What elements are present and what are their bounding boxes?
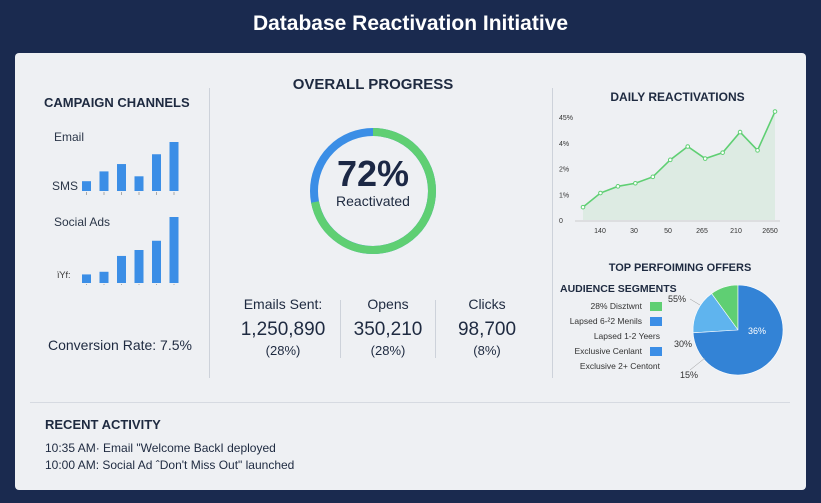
x-tick-label: 30 <box>630 228 638 235</box>
stat-label: Opens <box>367 296 409 312</box>
pie-title: TOP PERFOIMING OFFERS <box>608 262 752 274</box>
pie-slice <box>692 285 784 376</box>
stat-percent: (28%) <box>265 343 301 358</box>
daily-reactivations-chart: 0 1% 2% 4% 45% 140 30 50 265 210 2650 <box>559 109 780 235</box>
data-point <box>598 190 603 196</box>
bar <box>134 250 144 283</box>
channels-heading: CAMPAIGN CHANNELS <box>44 95 190 110</box>
divider <box>209 88 210 378</box>
channel-label: Social Ads <box>54 215 111 229</box>
legend-label: Exclusive Cenlant <box>574 346 642 356</box>
pie-subtitle: AUDIENCE SEGMENTS <box>560 283 677 295</box>
progress-heading: OVERALL PROGRESS <box>292 76 454 93</box>
progress-value: 72% <box>336 153 410 194</box>
activity-item: 10:35 AM· Email "Welcome BackI deployed <box>45 441 276 455</box>
legend-label: 28% Disztwnt <box>590 301 643 311</box>
stat-label: Emails Sent: <box>243 296 323 312</box>
pie-label: 36% <box>748 326 766 336</box>
stat-percent: (8%) <box>473 343 501 358</box>
social-bar-chart <box>82 217 179 285</box>
bar <box>152 154 161 191</box>
divider <box>340 300 341 358</box>
leader-line <box>689 357 706 371</box>
legend-swatch <box>650 347 662 356</box>
x-tick-label: 265 <box>696 228 708 235</box>
stat-percent: (28%) <box>370 343 406 358</box>
data-point <box>650 174 656 180</box>
bar <box>134 176 144 191</box>
legend-label: Exclusive 2+ Centont <box>579 361 660 371</box>
bar <box>169 142 179 191</box>
line-chart-title: DAILY REACTIVATIONS <box>610 90 745 104</box>
data-point <box>615 184 621 189</box>
legend-label: Lapsed 1-2 Yeers <box>593 331 660 341</box>
data-point <box>685 144 691 149</box>
data-point <box>633 180 638 186</box>
divider <box>552 88 553 378</box>
pie-label: 30% <box>674 339 692 349</box>
x-tick-label: 50 <box>664 228 672 235</box>
activity-heading: RECENT ACTIVITY <box>45 417 161 432</box>
x-tick-label: 140 <box>594 228 606 235</box>
divider <box>30 402 790 403</box>
divider <box>435 300 436 358</box>
data-point <box>772 109 778 114</box>
stat-value: 1,250,890 <box>240 319 326 340</box>
data-point <box>737 129 743 135</box>
pie-label: 15% <box>680 370 698 380</box>
channel-label: Email <box>54 130 85 144</box>
y-tick-label: 1% <box>559 192 569 199</box>
y-tick-label: 0 <box>559 218 563 225</box>
dashboard-card <box>15 53 806 490</box>
email-bar-chart <box>82 142 179 195</box>
page-title: Database Reactivation Initiative <box>252 12 569 35</box>
bar <box>82 274 91 283</box>
channel-label: ïYf: <box>57 270 71 280</box>
stat-label: Clicks <box>468 296 506 312</box>
bar <box>99 271 109 283</box>
bar <box>169 217 179 283</box>
y-tick-label: 45% <box>559 115 573 122</box>
bar <box>82 181 91 191</box>
x-tick-label: 2650 <box>762 228 778 235</box>
offers-pie-chart: 55% 30% 15% 36% <box>668 285 784 380</box>
data-point <box>580 204 586 210</box>
line-series <box>582 111 776 208</box>
pie-label: 55% <box>668 294 686 304</box>
data-point <box>755 148 760 153</box>
pie-slice <box>692 293 739 334</box>
y-tick-label: 4% <box>559 141 569 148</box>
data-point <box>702 156 708 161</box>
progress-label: Reactivated <box>336 193 410 209</box>
x-tick-label: 210 <box>730 228 742 235</box>
bar <box>152 240 161 283</box>
data-point <box>667 157 673 163</box>
y-tick-label: 2% <box>559 167 569 174</box>
bar <box>99 171 109 191</box>
stat-value: 350,210 <box>353 319 423 340</box>
activity-item: 10:00 AM: Social Ad ˆDon't Miss Out" lau… <box>45 458 295 472</box>
progress-donut <box>310 128 436 254</box>
data-point <box>720 150 725 155</box>
channel-label: SMS <box>52 179 79 193</box>
stat-value: 98,700 <box>457 319 517 340</box>
donut-progress-arc <box>310 128 436 254</box>
bar <box>117 164 126 191</box>
bar <box>117 255 126 283</box>
leader-line <box>689 298 701 306</box>
legend-swatch <box>650 317 662 326</box>
line-area <box>583 111 775 220</box>
conversion-rate: Conversion Rate: 7.5% <box>48 337 192 353</box>
legend-label: Lapsed 6-²2 Menils <box>569 316 642 326</box>
legend-swatch <box>650 302 662 311</box>
